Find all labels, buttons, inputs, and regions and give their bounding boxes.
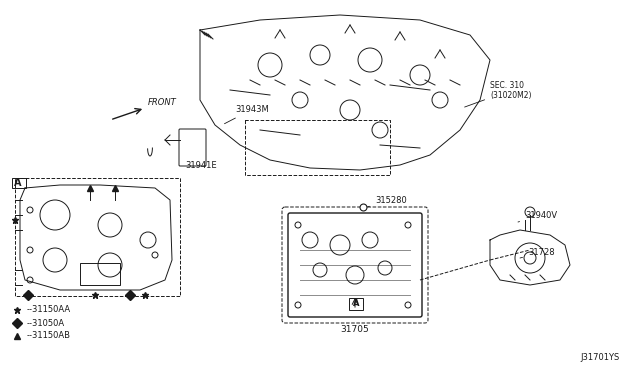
Bar [15,178,180,296]
Text: --31150AA: --31150AA [27,305,71,314]
Text: 31705: 31705 [340,325,369,334]
Bar [12,178,26,188]
Text: A: A [353,299,359,308]
Text: --31050A: --31050A [27,318,65,327]
Text: 31943M: 31943M [225,105,269,124]
Text: 31940V: 31940V [518,211,557,222]
Text: 315280: 315280 [367,196,407,207]
Bar [349,298,363,310]
Text: J31701YS: J31701YS [580,353,620,362]
Text: --31150AB: --31150AB [27,331,71,340]
Text: FRONT: FRONT [148,98,177,107]
Text: SEC. 310
(31020M2): SEC. 310 (31020M2) [465,81,531,107]
Bar [80,263,120,285]
Text: 31728: 31728 [520,248,555,258]
Text: 31941E: 31941E [185,161,216,170]
Text: A: A [14,178,22,188]
